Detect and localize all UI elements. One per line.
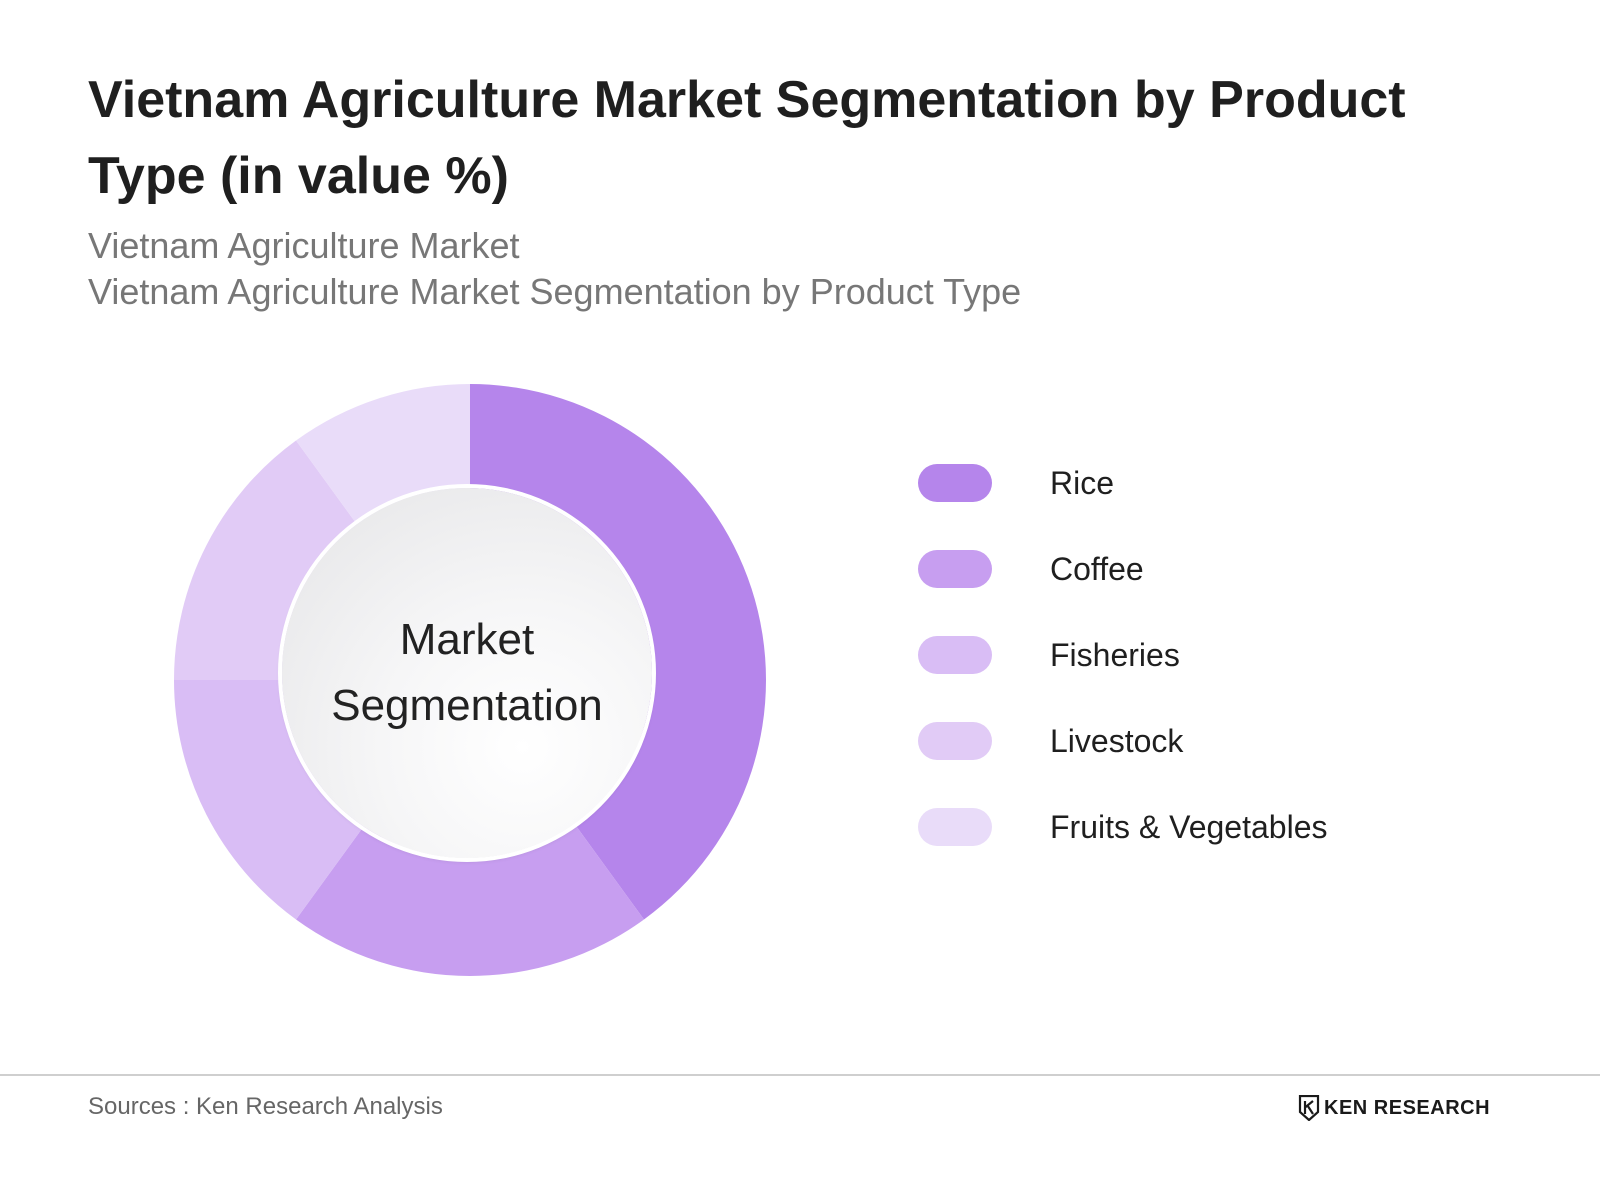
legend-item-coffee: Coffee — [918, 526, 1327, 612]
donut-slice-rice — [470, 384, 766, 920]
legend-swatch-fruits-vegetables — [918, 808, 992, 846]
brand-logo: KEN RESEARCH — [1298, 1093, 1490, 1123]
ken-research-logo-icon — [1298, 1095, 1320, 1121]
legend-item-livestock: Livestock — [918, 698, 1327, 784]
legend-item-fisheries: Fisheries — [918, 612, 1327, 698]
donut-svg — [174, 384, 766, 976]
brand-name: KEN RESEARCH — [1324, 1096, 1491, 1119]
donut-slice-coffee — [296, 825, 644, 976]
source-note: Sources : Ken Research Analysis — [88, 1093, 443, 1120]
donut-slice-fisheries — [174, 680, 365, 920]
legend-swatch-fisheries — [918, 636, 992, 674]
subtitle-segmentation: Vietnam Agriculture Market Segmentation … — [88, 271, 1022, 312]
subtitle-market: Vietnam Agriculture Market — [88, 225, 520, 266]
donut-slice-livestock — [174, 440, 365, 680]
donut-center-label: Market Segmentation — [331, 615, 603, 730]
legend-item-rice: Rice — [918, 440, 1327, 526]
legend-swatch-coffee — [918, 550, 992, 588]
legend-label-coffee: Coffee — [1050, 550, 1144, 587]
footer-divider — [0, 1074, 1600, 1076]
legend-swatch-livestock — [918, 722, 992, 760]
chart-legend: Rice Coffee Fisheries Livestock Fruits & Veg… — [918, 440, 1327, 870]
legend-item-fruits-vegetables: Fruits & Vegetables — [918, 784, 1327, 870]
chart-title: Vietnam Agriculture Market Segmentation … — [88, 71, 1406, 205]
legend-label-fisheries: Fisheries — [1050, 636, 1180, 673]
legend-label-livestock: Livestock — [1050, 722, 1184, 759]
donut-center: Market Segmentation — [282, 488, 652, 858]
legend-label-fruits-vegetables: Fruits & Vegetables — [1050, 808, 1328, 845]
legend-label-rice: Rice — [1050, 464, 1115, 501]
legend-swatch-rice — [918, 464, 992, 502]
